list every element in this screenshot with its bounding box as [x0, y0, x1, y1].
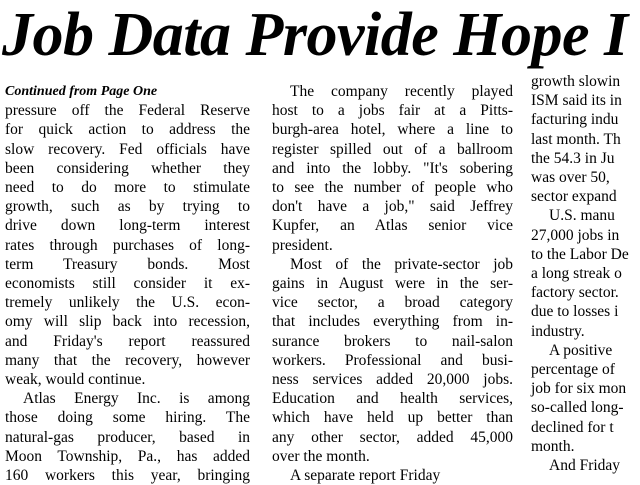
- text-line: term Treasury bonds. Most: [5, 255, 250, 273]
- headline: Job Data Provide Hope I: [2, 1, 628, 69]
- text-line: many that the recovery, however: [5, 351, 250, 369]
- text-line: Education and health services,: [272, 390, 513, 408]
- text-line: growth slowin: [531, 73, 621, 90]
- text-line: workers. Professional and busi-: [272, 351, 513, 369]
- column: The company recently played host to a job…: [272, 82, 513, 485]
- text-line: weak, would continue.: [5, 371, 146, 389]
- text-line: that includes everything from in-: [272, 313, 513, 331]
- text-line: And Friday: [549, 457, 621, 475]
- text-line: to the Labor De: [531, 245, 629, 263]
- text-line: rates through purchases of long-: [5, 236, 250, 254]
- text-line: need to do more to stimulate: [5, 179, 250, 197]
- text-line: natural-gas producer, based in: [5, 428, 250, 446]
- text-line: so-called long-: [531, 399, 624, 417]
- text-line: president.: [272, 236, 333, 254]
- text-line: facturing indu: [531, 111, 619, 129]
- text-line: slow recovery. Fed officials have: [5, 140, 250, 158]
- text-line: sector expand: [531, 188, 617, 206]
- text-line: drive down long-term interest: [5, 217, 250, 235]
- text-line: Most of the private-sector job: [290, 255, 513, 273]
- text-line: register spilled out of a ballroom: [272, 140, 513, 158]
- text-line: and Friday's report reassured: [5, 332, 250, 350]
- text-line: A separate report Friday: [290, 467, 441, 485]
- text-line: was over 50,: [531, 169, 610, 187]
- text-line: a long streak o: [531, 265, 622, 283]
- text-line: omy will slip back into recession,: [5, 313, 250, 331]
- text-line: which have held up better than: [272, 409, 513, 427]
- text-line: to see the number of people who: [272, 179, 513, 197]
- column: Continued from Page One pressure off the…: [5, 82, 250, 485]
- text-line: vice sector, a broad category: [272, 294, 513, 312]
- text-line: Moon Township, Pa., has added: [5, 447, 250, 465]
- text-line: U.S. manu: [549, 207, 615, 225]
- text-line: 27,000 jobs in: [531, 226, 620, 244]
- text-line: factory sector.: [531, 284, 619, 302]
- text-line: Atlas Energy Inc. is among: [23, 390, 250, 408]
- text-line: ISM said its in: [531, 92, 622, 110]
- text-line: don't have a job," said Jeffrey: [272, 198, 513, 216]
- text-line: been considering whether they: [5, 159, 250, 177]
- text-line: for quick action to address the: [5, 121, 250, 139]
- text-line: economists still consider it ex-: [5, 275, 250, 293]
- jump-line: Continued from Page One: [5, 84, 158, 99]
- text-line: those doing some hiring. The: [5, 409, 250, 427]
- text-line: growth, such as by trying to: [5, 198, 250, 216]
- text-line: percentage of: [531, 361, 615, 379]
- text-line: any other sector, added 45,000: [272, 428, 513, 446]
- text-line: burgh-area hotel, where a line to: [272, 121, 513, 139]
- text-line: over the month.: [272, 447, 370, 465]
- text-line: ness services added 20,000 jobs.: [272, 371, 513, 389]
- text-line: host to a jobs fair at a Pitts-: [272, 102, 513, 120]
- text-line: A positive: [549, 341, 613, 359]
- text-line: job for six mon: [531, 380, 627, 398]
- column: growth slowin ISM said its in facturing in…: [531, 72, 640, 475]
- text-line: declined for t: [531, 418, 614, 436]
- text-line: last month. Th: [531, 130, 621, 148]
- text-line: due to losses i: [531, 303, 619, 321]
- text-line: and into the lobby. "It's sobering: [272, 159, 513, 177]
- text-line: pressure off the Federal Reserve: [5, 102, 250, 120]
- text-line: Kupfer, an Atlas senior vice: [272, 217, 513, 235]
- text-line: tremely unlikely the U.S. econ-: [5, 294, 250, 312]
- text-line: 160 workers this year, bringing: [5, 467, 250, 485]
- text-line: the 54.3 in Ju: [531, 149, 615, 167]
- text-line: The company recently played: [290, 83, 513, 100]
- text-line: gains in August were in the ser-: [272, 275, 513, 293]
- text-line: surance brokers to nail-salon: [272, 332, 513, 350]
- text-line: month.: [531, 437, 575, 455]
- text-line: industry.: [531, 322, 585, 340]
